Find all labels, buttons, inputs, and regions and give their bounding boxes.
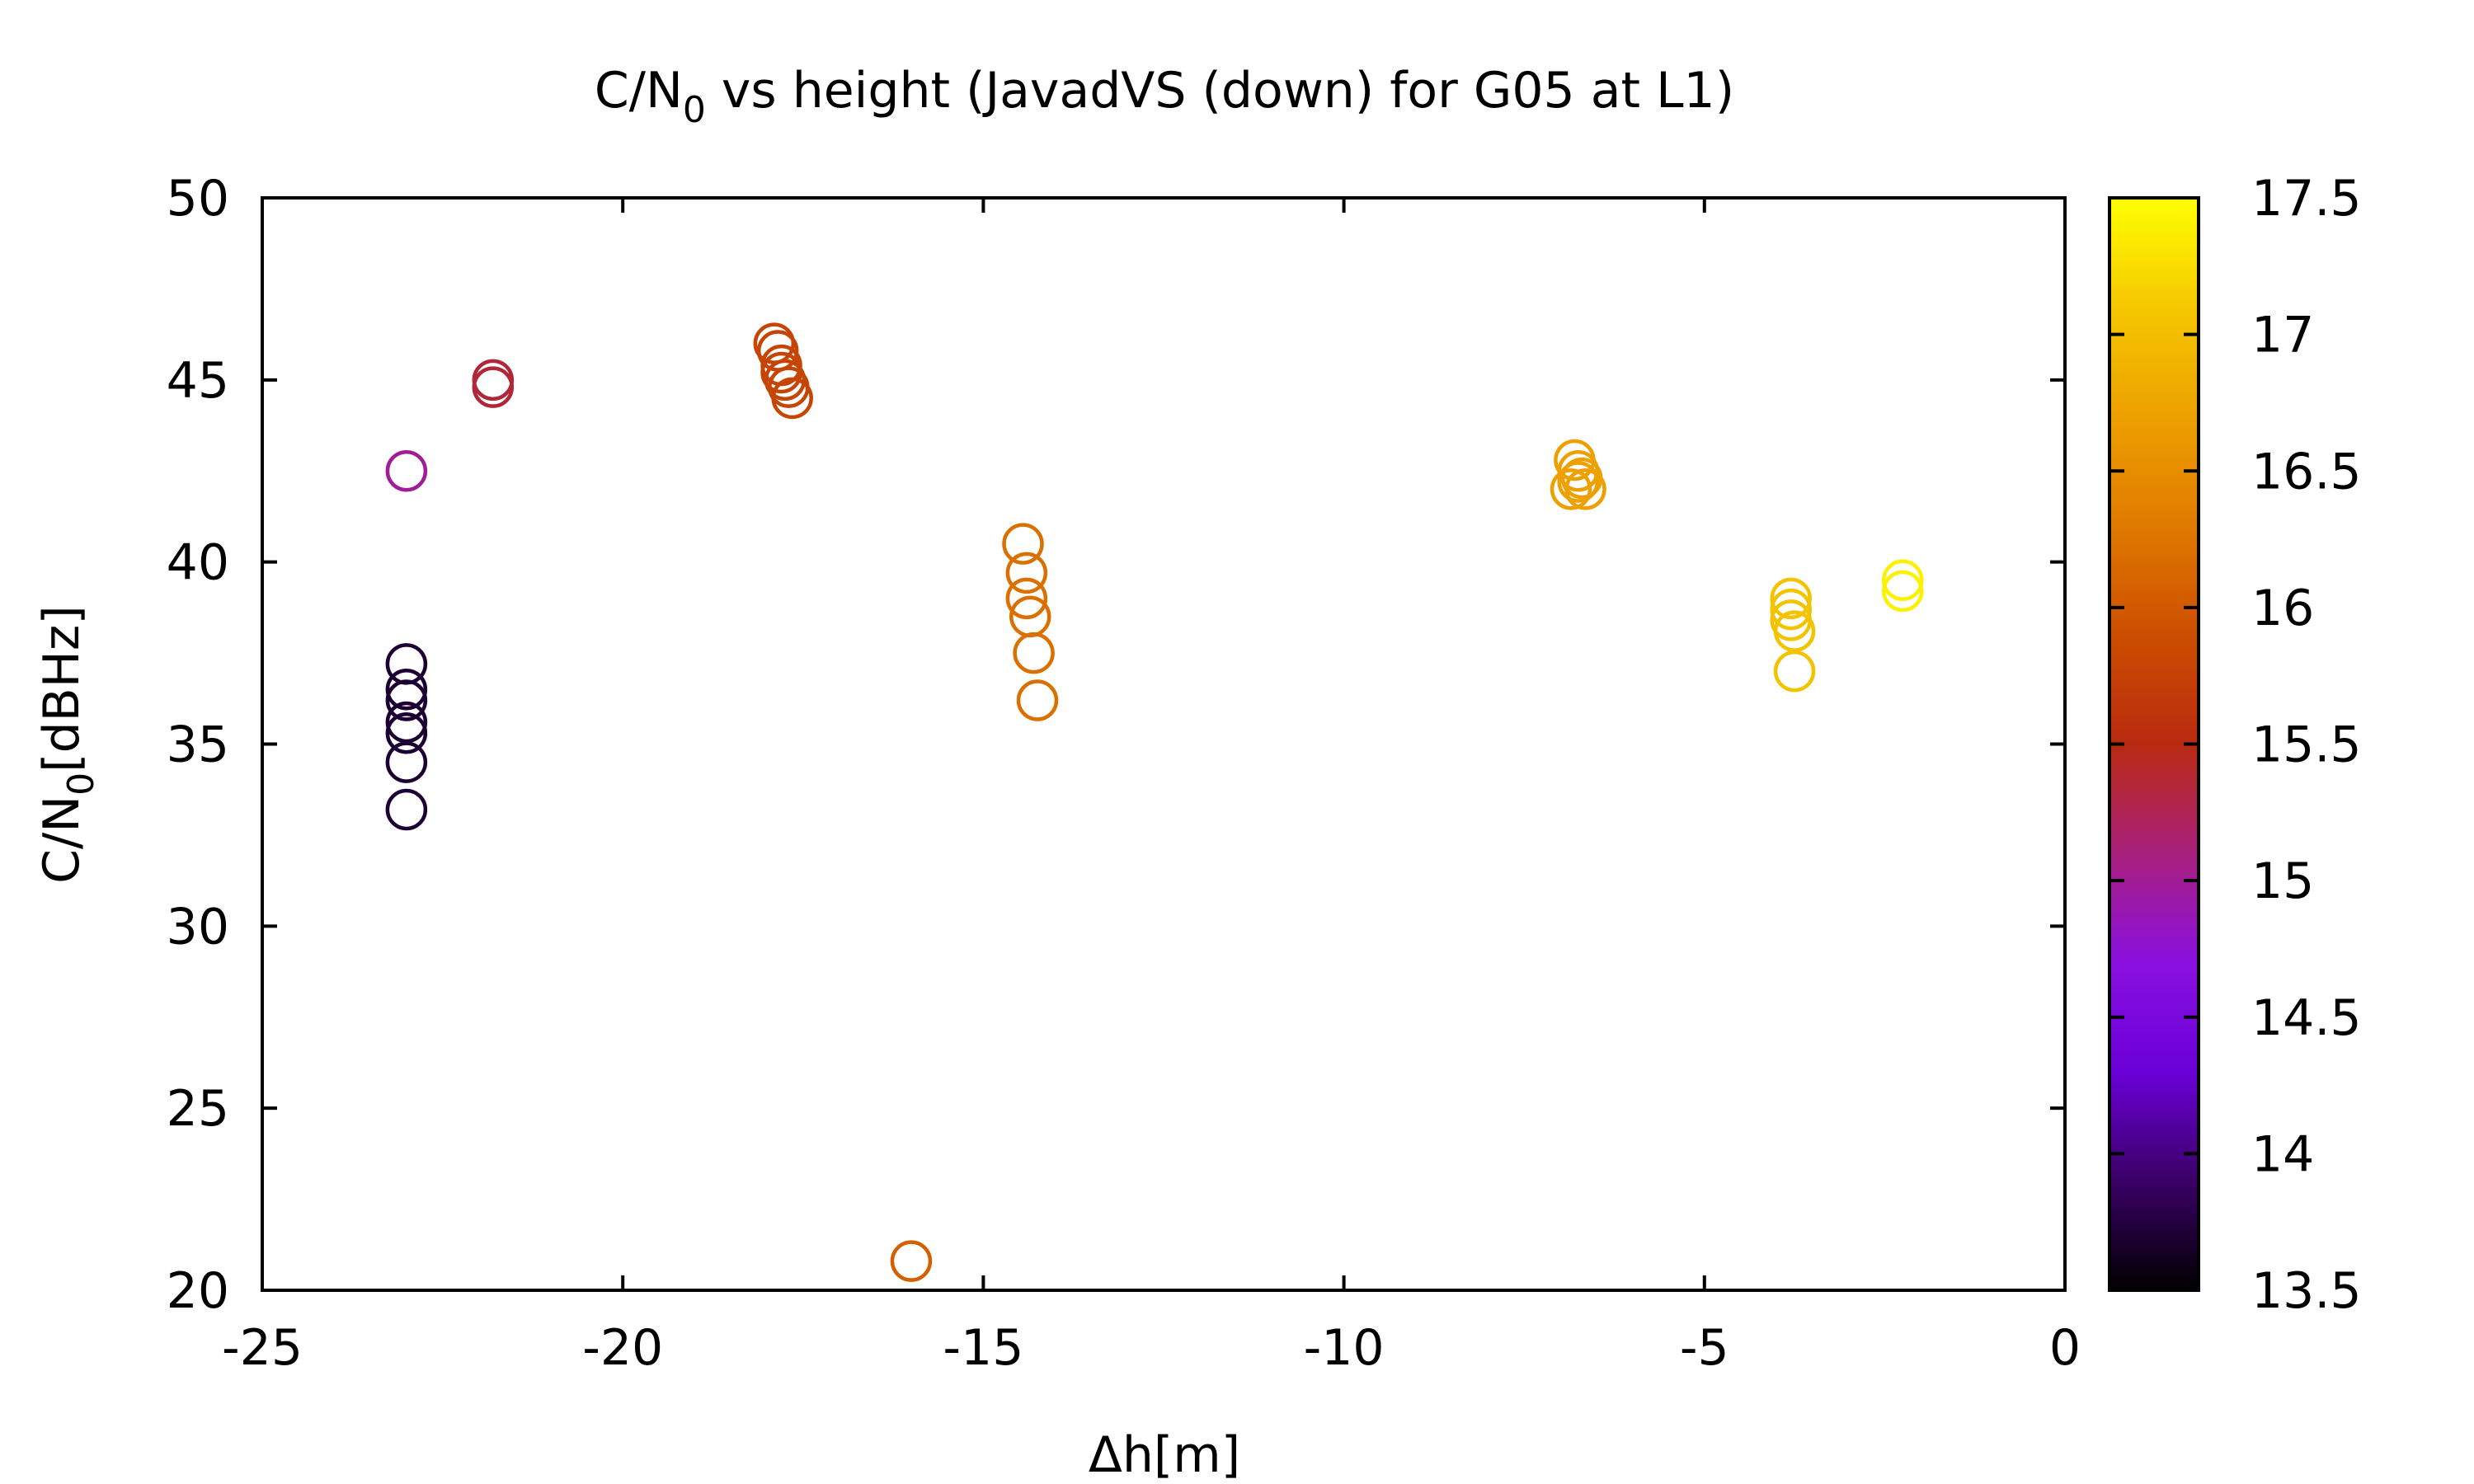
data-point [385, 712, 428, 754]
x-tick-label: -20 [582, 1319, 663, 1377]
data-point [1557, 461, 1600, 503]
data-point [1564, 468, 1606, 510]
data-point [385, 701, 428, 744]
y-tick-label: 40 [167, 534, 229, 592]
data-point [771, 377, 813, 420]
chart-title: C/N0 vs height (JavadVS (down) for G05 a… [595, 62, 1734, 131]
colorbar-ticks: 13.5 14 14.5 15 15.5 16 16.5 17 17.5 [2109, 170, 2362, 1320]
colorbar-tick-label: 16.5 [2251, 443, 2362, 500]
data-point [1013, 632, 1055, 674]
data-point [1016, 679, 1059, 721]
colorbar-tick-label: 16 [2251, 580, 2314, 637]
y-tick-label: 45 [167, 352, 229, 410]
x-tick-label: -10 [1304, 1319, 1385, 1377]
y-tick-label: 30 [167, 898, 229, 956]
data-point [1882, 559, 1924, 601]
colorbar: 13.5 14 14.5 15 15.5 16 16.5 17 17.5 [2108, 170, 2362, 1320]
x-tick-label: -5 [1680, 1319, 1729, 1377]
plot-frame [261, 196, 2067, 1292]
data-point [385, 741, 428, 783]
x-tick-label: 0 [2049, 1319, 2081, 1377]
data-point [1770, 588, 1812, 631]
data-point [1557, 450, 1600, 492]
data-point [1770, 577, 1812, 620]
colorbar-tick-label: 15 [2251, 852, 2314, 910]
data-point [1550, 468, 1592, 510]
colorbar-tick-label: 17 [2251, 307, 2314, 364]
data-point [764, 359, 807, 402]
colorbar-tick-label: 14.5 [2251, 989, 2362, 1047]
data-point [1773, 650, 1816, 693]
data-point [385, 788, 428, 831]
plot-area: -25 -20 -15 -10 -5 0 20 25 30 35 40 45 50 [167, 170, 2081, 1377]
x-tick-label: -15 [943, 1319, 1023, 1377]
data-point [1882, 570, 1924, 613]
data-point [385, 679, 428, 721]
data-points [385, 322, 1924, 1282]
y-tick-label: 25 [167, 1080, 229, 1138]
y-axis-label: C/N0[dBHz] [33, 605, 102, 884]
y-axis: 20 25 30 35 40 45 50 [167, 170, 2065, 1320]
y-tick-label: 20 [167, 1262, 229, 1320]
y-tick-label: 35 [167, 716, 229, 774]
x-axis-label: Δh[m] [1089, 1426, 1240, 1484]
data-point [385, 450, 428, 492]
data-point [1773, 610, 1816, 652]
x-axis: -25 -20 -15 -10 -5 0 [222, 198, 2081, 1377]
data-point [890, 1240, 933, 1282]
data-point [1005, 552, 1048, 594]
data-point [472, 366, 515, 408]
data-point [1002, 523, 1044, 565]
colorbar-tick-label: 14 [2251, 1125, 2314, 1183]
x-tick-label: -25 [222, 1319, 303, 1377]
y-tick-label: 50 [167, 170, 229, 228]
colorbar-tick-label: 15.5 [2251, 716, 2362, 774]
colorbar-tick-label: 17.5 [2251, 170, 2362, 228]
data-point [1005, 577, 1048, 620]
colorbar-tick-label: 13.5 [2251, 1262, 2362, 1320]
data-point [385, 669, 428, 711]
